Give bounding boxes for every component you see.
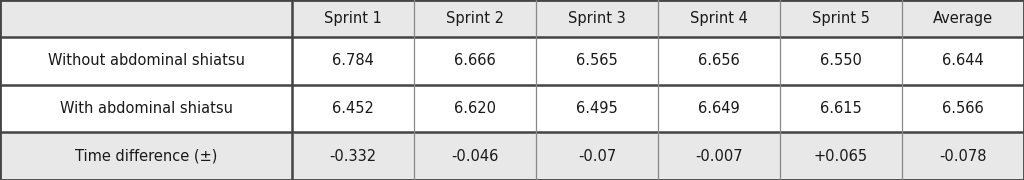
Bar [0,132,292,180]
Text: -0.046: -0.046 [452,149,499,164]
Text: 6.566: 6.566 [942,101,984,116]
Text: Average: Average [933,11,993,26]
Bar [292,85,414,132]
Bar [537,85,658,132]
Bar [902,0,1024,37]
Text: 6.666: 6.666 [455,53,496,68]
Bar [780,132,902,180]
Bar [902,132,1024,180]
Text: 6.620: 6.620 [454,101,496,116]
Text: With abdominal shiatsu: With abdominal shiatsu [59,101,232,116]
Text: Without abdominal shiatsu: Without abdominal shiatsu [47,53,245,68]
Bar [0,85,292,132]
Text: 6.452: 6.452 [332,101,374,116]
Bar [292,37,414,85]
Bar [537,37,658,85]
Text: 6.615: 6.615 [820,101,862,116]
Bar [902,85,1024,132]
Bar [414,37,537,85]
Bar [292,0,414,37]
Bar [0,0,292,37]
Bar [780,37,902,85]
Bar [902,37,1024,85]
Bar [658,132,780,180]
Text: -0.07: -0.07 [578,149,616,164]
Bar [0,37,292,85]
Text: Sprint 1: Sprint 1 [325,11,382,26]
Bar [658,0,780,37]
Text: 6.550: 6.550 [820,53,862,68]
Text: Time difference (±): Time difference (±) [75,149,217,164]
Text: -0.007: -0.007 [695,149,742,164]
Text: -0.332: -0.332 [330,149,377,164]
Text: 6.784: 6.784 [332,53,374,68]
Bar [780,0,902,37]
Bar [414,0,537,37]
Bar [780,85,902,132]
Bar [414,132,537,180]
Text: Sprint 4: Sprint 4 [690,11,748,26]
Text: 6.565: 6.565 [577,53,617,68]
Text: Sprint 3: Sprint 3 [568,11,626,26]
Text: Sprint 5: Sprint 5 [812,11,870,26]
Bar [537,132,658,180]
Text: 6.656: 6.656 [698,53,740,68]
Bar [537,0,658,37]
Text: 6.644: 6.644 [942,53,984,68]
Text: +0.065: +0.065 [814,149,868,164]
Text: Sprint 2: Sprint 2 [446,11,504,26]
Text: 6.649: 6.649 [698,101,740,116]
Text: -0.078: -0.078 [939,149,987,164]
Text: 6.495: 6.495 [577,101,617,116]
Bar [292,132,414,180]
Bar [414,85,537,132]
Bar [658,85,780,132]
Bar [658,37,780,85]
